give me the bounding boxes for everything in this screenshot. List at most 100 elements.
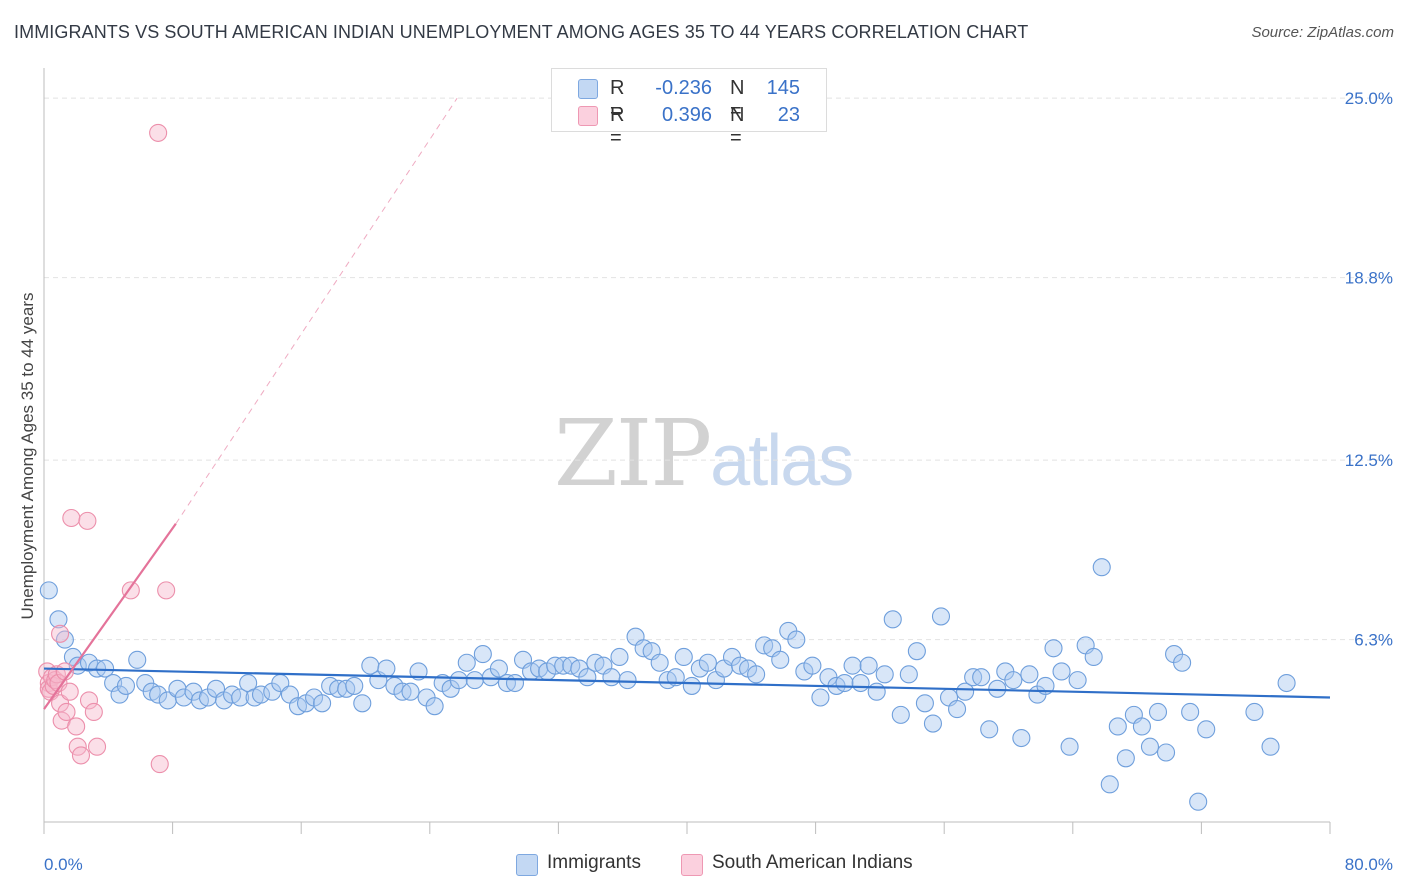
immigrants-point	[803, 656, 822, 675]
r-value: 0.396	[661, 104, 712, 126]
immigrants-point	[1044, 639, 1063, 658]
immigrants-point	[1060, 737, 1079, 756]
south-american-indians-point	[84, 702, 103, 722]
immigrants-point	[1189, 792, 1208, 811]
correlation-legend: R = -0.236 N = 145 R = 0.396 N = 23	[551, 68, 827, 149]
immigrants-point	[674, 647, 693, 667]
immigrants-point	[682, 676, 701, 695]
immigrants-point	[875, 665, 894, 684]
immigrants-point	[1197, 720, 1216, 739]
immigrants-point	[1116, 749, 1135, 768]
south-american-indians-point	[62, 508, 81, 528]
immigrants-point	[345, 676, 364, 695]
immigrants-point	[835, 673, 854, 693]
south-american-indians-point	[78, 511, 97, 530]
immigrants-legend-swatch	[516, 854, 538, 876]
sai-swatch	[578, 106, 598, 126]
south-american-indians-trendline	[43, 523, 177, 710]
sai-legend-label: South American Indians	[712, 852, 913, 873]
immigrants-point	[96, 659, 115, 678]
immigrants-point	[55, 630, 74, 649]
immigrants-point	[907, 642, 926, 661]
immigrants-point	[1092, 558, 1111, 577]
immigrants-point	[489, 659, 508, 678]
immigrants-point	[401, 682, 420, 701]
immigrants-point	[353, 694, 372, 713]
y-tick-label: 18.8%	[1345, 269, 1393, 288]
immigrants-point	[851, 673, 870, 693]
r-value: -0.236	[655, 77, 712, 99]
immigrants-point	[251, 685, 271, 704]
immigrants-point	[883, 610, 902, 629]
immigrants-point	[899, 665, 918, 684]
immigrants-point	[915, 694, 934, 713]
immigrants-point	[747, 665, 766, 684]
immigrants-point	[457, 653, 476, 672]
immigrants-point	[39, 581, 58, 600]
immigrants-point	[666, 668, 685, 687]
immigrants-point	[149, 685, 168, 704]
immigrants-point	[1004, 671, 1023, 690]
immigrants-point	[1156, 743, 1176, 762]
south-american-indians-point	[57, 702, 76, 722]
immigrants-point	[473, 645, 492, 664]
chart-title: IMMIGRANTS VS SOUTH AMERICAN INDIAN UNEM…	[14, 22, 1029, 42]
south-american-indians-point	[157, 581, 176, 600]
r-label: R =	[610, 77, 625, 122]
immigrants-point	[116, 676, 136, 695]
immigrants-point	[1140, 737, 1160, 756]
immigrants-point	[465, 671, 484, 690]
immigrants-point	[931, 607, 951, 626]
immigrants-point	[313, 694, 332, 713]
immigrants-point	[231, 688, 250, 707]
immigrants-point	[1173, 653, 1192, 672]
n-value: 23	[777, 104, 800, 126]
immigrants-point	[1132, 717, 1151, 736]
immigrants-point	[1108, 717, 1127, 736]
immigrants-point	[1020, 665, 1039, 684]
south-american-indians-point	[149, 123, 168, 142]
immigrants-point	[771, 650, 790, 669]
immigrants-point	[618, 671, 637, 690]
immigrants-point	[1245, 702, 1264, 722]
r-label: R =	[610, 104, 625, 149]
y-tick-label: 25.0%	[1345, 89, 1393, 108]
zipatlas-watermark: ZIPatlas	[554, 400, 854, 507]
immigrants-point	[1084, 647, 1103, 667]
immigrants-point	[602, 668, 621, 687]
south-american-indians-point	[71, 746, 91, 765]
chart-source: Source: ZipAtlas.com	[1251, 24, 1394, 41]
immigrants-trendline	[43, 667, 1331, 699]
immigrants-point	[956, 682, 975, 701]
immigrants-point	[425, 697, 444, 716]
immigrants-point	[1261, 737, 1280, 756]
sai-legend-swatch	[681, 854, 703, 876]
immigrants-point	[128, 650, 147, 669]
x-tick-label-max: 80.0%	[1345, 855, 1393, 874]
south-american-indians-point	[79, 691, 99, 710]
immigrants-point	[1052, 662, 1071, 681]
immigrants-point	[610, 647, 629, 667]
south-american-indians-point	[67, 717, 86, 736]
immigrants-point	[923, 714, 942, 733]
immigrants-point	[1012, 728, 1031, 748]
immigrants-point	[972, 668, 991, 687]
immigrants-point	[811, 688, 830, 707]
watermark-atlas: atlas	[710, 421, 854, 501]
immigrants-swatch	[578, 79, 598, 99]
south-american-indians-point	[150, 755, 169, 774]
immigrants-point	[787, 630, 806, 649]
y-tick-label: 6.3%	[1354, 631, 1393, 650]
immigrants-legend-label: Immigrants	[547, 852, 641, 873]
south-american-indians-point	[51, 624, 70, 643]
immigrants-point	[1181, 702, 1200, 722]
south-american-indians-point	[60, 682, 79, 701]
immigrants-point	[377, 659, 396, 678]
immigrants-point	[1068, 671, 1087, 690]
immigrants-point	[867, 682, 886, 701]
n-label: N =	[730, 77, 745, 122]
y-tick-label: 12.5%	[1345, 451, 1393, 470]
immigrants-point	[698, 653, 717, 672]
south-american-indians-trendline-extension	[175, 97, 458, 525]
